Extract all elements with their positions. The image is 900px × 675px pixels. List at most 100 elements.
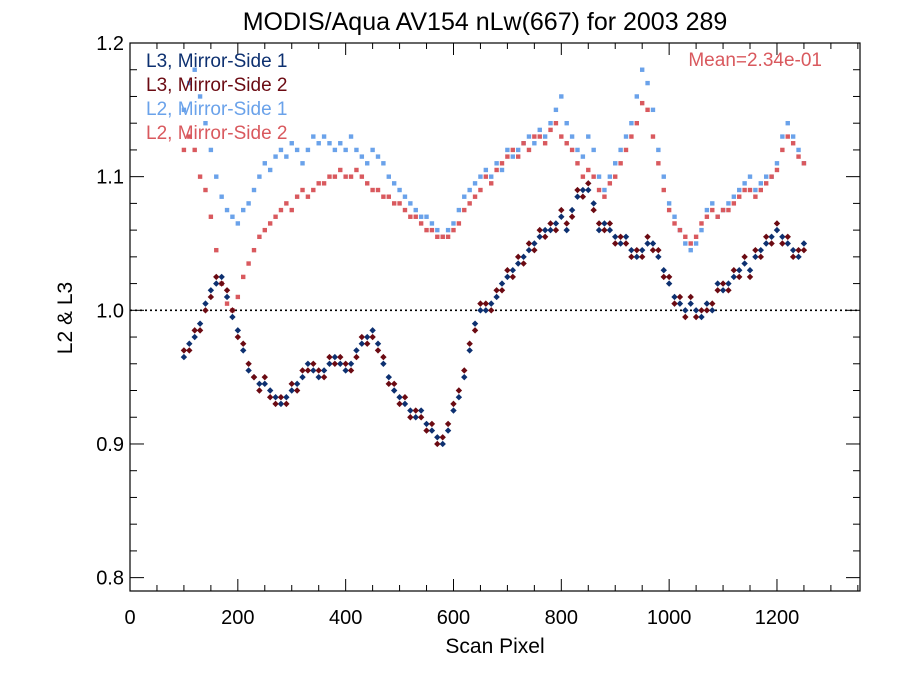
data-point bbox=[197, 174, 203, 179]
data-point bbox=[482, 300, 490, 307]
data-point bbox=[440, 234, 445, 240]
data-point bbox=[542, 141, 548, 146]
data-point bbox=[633, 253, 640, 261]
data-point bbox=[714, 287, 721, 294]
data-point bbox=[396, 393, 403, 401]
data-point bbox=[629, 120, 634, 126]
data-point bbox=[730, 273, 738, 281]
data-point bbox=[461, 367, 468, 374]
data-point bbox=[692, 307, 700, 314]
y-tick-label: 1.1 bbox=[96, 167, 124, 189]
data-point bbox=[424, 227, 429, 233]
data-point bbox=[575, 161, 580, 166]
data-point bbox=[261, 380, 268, 388]
data-point bbox=[267, 167, 273, 173]
data-point bbox=[472, 181, 478, 186]
data-point bbox=[467, 201, 472, 206]
data-point bbox=[634, 94, 639, 99]
data-point bbox=[693, 241, 699, 246]
data-point bbox=[613, 174, 618, 179]
data-point bbox=[338, 167, 343, 173]
data-point bbox=[661, 187, 666, 193]
data-point bbox=[602, 194, 607, 199]
data-point bbox=[451, 227, 456, 233]
data-point bbox=[574, 193, 581, 200]
data-point bbox=[408, 201, 413, 206]
data-point bbox=[709, 300, 716, 307]
data-point bbox=[181, 107, 187, 113]
data-point bbox=[800, 246, 808, 254]
data-point bbox=[617, 233, 624, 241]
data-point bbox=[553, 107, 559, 113]
data-point bbox=[649, 246, 657, 254]
data-point bbox=[644, 240, 651, 247]
data-point bbox=[564, 120, 569, 126]
data-point bbox=[278, 147, 284, 153]
data-point bbox=[466, 340, 473, 347]
data-point bbox=[192, 147, 197, 153]
data-point bbox=[665, 273, 673, 281]
data-point bbox=[288, 387, 295, 394]
data-point bbox=[790, 141, 796, 146]
data-point bbox=[558, 213, 565, 220]
data-point bbox=[390, 380, 398, 388]
data-point bbox=[359, 174, 365, 179]
data-point bbox=[795, 246, 802, 254]
x-tick-label: 1000 bbox=[647, 607, 692, 629]
data-point bbox=[753, 187, 758, 193]
data-point bbox=[257, 174, 262, 179]
data-point bbox=[402, 207, 408, 213]
data-point bbox=[235, 294, 241, 300]
data-point bbox=[386, 194, 391, 199]
data-point bbox=[660, 267, 667, 274]
data-point bbox=[331, 360, 339, 367]
data-point bbox=[499, 167, 505, 173]
y-tick-label: 0.8 bbox=[96, 568, 124, 590]
data-point bbox=[532, 141, 537, 146]
data-point bbox=[364, 340, 371, 347]
data-point bbox=[779, 233, 786, 241]
data-point bbox=[186, 340, 193, 347]
data-point bbox=[638, 253, 646, 261]
data-point bbox=[428, 420, 436, 428]
x-tick-label: 400 bbox=[329, 607, 362, 629]
data-point bbox=[462, 194, 467, 199]
data-point bbox=[321, 181, 327, 186]
x-tick-label: 200 bbox=[221, 607, 254, 629]
data-point bbox=[737, 187, 742, 193]
data-point bbox=[390, 387, 398, 394]
data-point bbox=[628, 253, 635, 261]
data-point bbox=[310, 367, 317, 374]
data-point bbox=[332, 147, 338, 153]
data-point bbox=[223, 287, 231, 294]
data-point bbox=[197, 94, 203, 99]
data-point bbox=[450, 407, 457, 414]
data-point bbox=[471, 327, 479, 334]
data-point bbox=[585, 186, 592, 194]
data-point bbox=[595, 226, 603, 234]
data-point bbox=[375, 187, 381, 193]
data-point bbox=[736, 273, 743, 281]
data-point bbox=[370, 147, 375, 153]
data-point bbox=[289, 141, 294, 146]
data-point bbox=[515, 154, 521, 159]
data-point bbox=[514, 260, 522, 267]
data-point bbox=[769, 174, 774, 179]
data-point bbox=[266, 387, 274, 394]
series-4 bbox=[181, 100, 807, 313]
series-1 bbox=[180, 186, 808, 448]
data-point bbox=[536, 226, 543, 234]
data-point bbox=[602, 187, 607, 193]
data-point bbox=[710, 207, 715, 213]
data-point bbox=[746, 267, 754, 274]
data-point bbox=[676, 293, 684, 301]
data-point bbox=[444, 427, 452, 434]
data-point bbox=[645, 107, 650, 113]
data-point bbox=[397, 187, 402, 193]
legend: L3, Mirror-Side 1 L3, Mirror-Side 2 L2, Mi… bbox=[146, 51, 288, 144]
data-point bbox=[429, 221, 435, 226]
data-point bbox=[386, 174, 391, 179]
data-point bbox=[498, 287, 506, 294]
data-point bbox=[417, 407, 425, 414]
